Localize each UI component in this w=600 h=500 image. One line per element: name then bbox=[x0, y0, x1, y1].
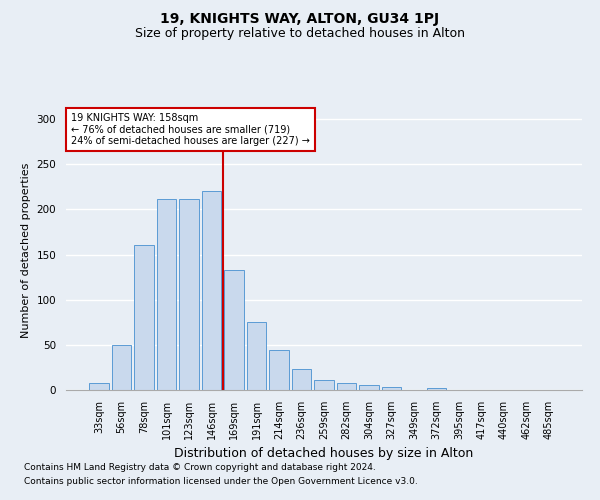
Bar bbox=[202, 192, 221, 390]
Bar bbox=[314, 380, 334, 390]
Y-axis label: Number of detached properties: Number of detached properties bbox=[21, 162, 31, 338]
Bar bbox=[157, 200, 176, 390]
Bar bbox=[382, 388, 401, 390]
Bar bbox=[292, 369, 311, 390]
Text: Contains public sector information licensed under the Open Government Licence v3: Contains public sector information licen… bbox=[24, 477, 418, 486]
Text: 19, KNIGHTS WAY, ALTON, GU34 1PJ: 19, KNIGHTS WAY, ALTON, GU34 1PJ bbox=[160, 12, 440, 26]
Bar bbox=[269, 350, 289, 390]
Bar bbox=[134, 244, 154, 390]
Bar bbox=[179, 200, 199, 390]
Bar bbox=[337, 383, 356, 390]
Bar bbox=[224, 270, 244, 390]
Bar bbox=[427, 388, 446, 390]
Bar bbox=[359, 384, 379, 390]
Bar bbox=[112, 345, 131, 390]
Bar bbox=[89, 383, 109, 390]
Bar bbox=[247, 322, 266, 390]
Text: Contains HM Land Registry data © Crown copyright and database right 2024.: Contains HM Land Registry data © Crown c… bbox=[24, 464, 376, 472]
Text: Size of property relative to detached houses in Alton: Size of property relative to detached ho… bbox=[135, 28, 465, 40]
X-axis label: Distribution of detached houses by size in Alton: Distribution of detached houses by size … bbox=[175, 448, 473, 460]
Text: 19 KNIGHTS WAY: 158sqm
← 76% of detached houses are smaller (719)
24% of semi-de: 19 KNIGHTS WAY: 158sqm ← 76% of detached… bbox=[71, 113, 310, 146]
